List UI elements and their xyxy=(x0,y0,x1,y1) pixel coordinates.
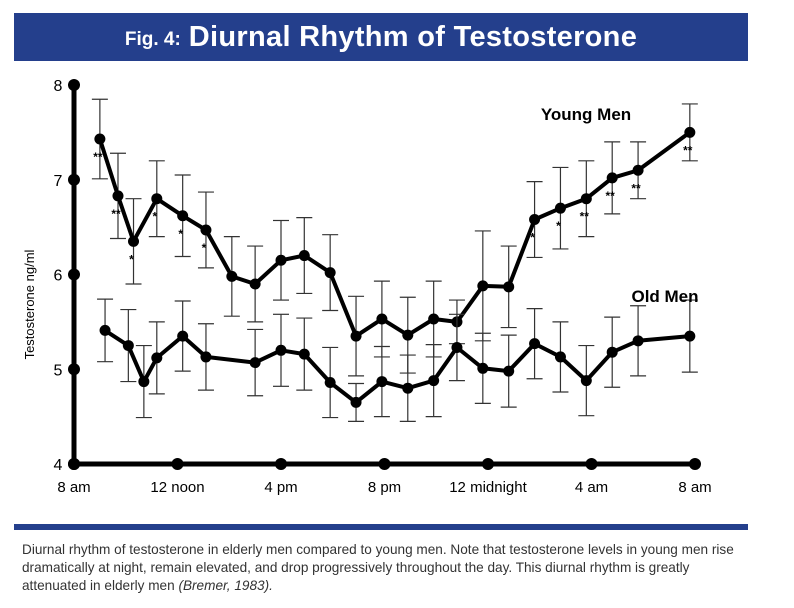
young-men-data-point xyxy=(477,280,489,292)
figure-label: Fig. 4: xyxy=(124,29,181,50)
y-tick-label: 5 xyxy=(54,362,63,379)
young-men-data-point xyxy=(177,210,189,222)
old-men-data-point xyxy=(324,377,336,389)
old-men-series-label: Old Men xyxy=(631,287,698,306)
young-men-data-point xyxy=(503,281,515,293)
old-men-data-point xyxy=(428,375,440,387)
y-axis-label: Testosterone ng/ml xyxy=(22,249,37,359)
young-men-data-point xyxy=(606,172,618,184)
old-men-data-point xyxy=(138,376,150,388)
young-men-significance-marker: ** xyxy=(631,181,641,195)
young-men-data-point xyxy=(529,214,541,226)
young-men-data-point xyxy=(632,164,644,176)
testosterone-line-chart: 4 5 6 7 8 8 am 12 noon 4 pm 8 pm 12 midnight 4 am 8… xyxy=(22,78,712,496)
x-tick-label: 4 pm xyxy=(264,479,297,496)
old-men-data-point xyxy=(632,335,644,347)
young-men-data-point xyxy=(402,329,414,341)
old-men-data-point xyxy=(451,341,463,353)
x-tick-mark xyxy=(275,458,287,470)
y-tick-label: 4 xyxy=(54,457,63,474)
young-men-data-point xyxy=(275,254,287,266)
young-men-data-point xyxy=(324,267,336,279)
section-divider xyxy=(14,524,748,530)
young-men-data-point xyxy=(226,270,238,282)
chart-title-bar: Fig. 4: Diurnal Rhythm of Testosterone xyxy=(14,13,748,61)
young-men-data-point xyxy=(112,190,124,202)
young-men-data-point xyxy=(128,235,140,247)
y-tick-label: 8 xyxy=(54,78,63,95)
young-men-data-point xyxy=(580,193,592,205)
young-men-data-point xyxy=(350,330,362,342)
young-men-significance-marker: * xyxy=(530,231,535,245)
young-men-significance-marker: ** xyxy=(580,210,590,224)
y-tick-mark xyxy=(68,268,80,281)
young-men-significance-marker: ** xyxy=(111,207,121,221)
x-tick-mark xyxy=(68,458,80,470)
old-men-data-point xyxy=(580,375,592,387)
figure-caption: Diurnal rhythm of testosterone in elderl… xyxy=(22,541,752,595)
young-men-data-point xyxy=(200,224,212,236)
young-men-series-label: Young Men xyxy=(541,105,631,124)
caption-citation: (Bremer, 1983). xyxy=(178,578,273,593)
young-men-significance-marker: ** xyxy=(93,150,103,164)
x-tick-label: 4 am xyxy=(575,479,608,496)
y-tick-mark xyxy=(68,173,80,186)
old-men-data-point xyxy=(376,376,388,388)
old-men-data-point xyxy=(503,365,515,377)
young-men-significance-marker: * xyxy=(202,241,207,255)
old-men-data-point xyxy=(151,352,163,364)
x-tick-mark xyxy=(378,458,391,470)
young-men-data-point xyxy=(684,126,696,138)
x-tick-label: 12 noon xyxy=(150,479,204,496)
young-men-significance-marker: ** xyxy=(683,143,693,157)
old-men-data-point xyxy=(554,351,566,363)
chart-labels: 4 5 6 7 8 8 am 12 noon 4 pm 8 pm 12 midnight 4 am 8… xyxy=(22,78,712,496)
old-men-data-point xyxy=(529,338,541,350)
young-men-significance-marker: ** xyxy=(606,189,616,203)
old-men-data-point xyxy=(122,340,134,352)
x-tick-label: 8 am xyxy=(57,479,90,496)
young-men-data-point xyxy=(298,250,310,262)
young-men-data-point xyxy=(376,313,388,325)
old-men-data-point xyxy=(684,330,696,342)
chart-series xyxy=(91,98,698,422)
old-men-data-point xyxy=(606,346,618,358)
young-men-significance-marker: * xyxy=(556,219,561,233)
young-men-significance-marker: * xyxy=(178,227,183,241)
young-men-significance-marker: * xyxy=(152,210,157,224)
young-men-data-point xyxy=(428,313,440,325)
young-men-significance-marker: * xyxy=(129,252,134,266)
old-men-data-point xyxy=(402,382,414,394)
y-tick-label: 6 xyxy=(54,268,63,285)
x-tick-label: 12 midnight xyxy=(449,479,527,496)
caption-text: Diurnal rhythm of testosterone in elderl… xyxy=(22,542,734,593)
young-men-data-point xyxy=(151,193,163,205)
young-men-data-point xyxy=(249,278,261,290)
old-men-data-point xyxy=(275,344,287,356)
young-men-series-line xyxy=(97,130,691,339)
old-men-data-point xyxy=(298,348,310,360)
x-tick-mark xyxy=(171,458,184,470)
old-men-series-line xyxy=(103,328,690,405)
y-tick-mark xyxy=(68,363,80,376)
old-men-data-point xyxy=(249,357,261,369)
x-tick-label: 8 am xyxy=(678,479,711,496)
old-men-data-point xyxy=(350,396,362,408)
young-men-data-point xyxy=(554,202,566,214)
old-men-data-point xyxy=(177,330,189,342)
chart-title: Diurnal Rhythm of Testosterone xyxy=(188,20,638,53)
y-tick-mark xyxy=(68,79,80,91)
y-tick-label: 7 xyxy=(54,173,63,190)
young-men-data-point xyxy=(94,133,106,145)
x-tick-label: 8 pm xyxy=(368,479,401,496)
old-men-data-point xyxy=(99,324,111,336)
x-tick-mark xyxy=(585,458,598,470)
x-tick-mark xyxy=(689,458,701,470)
old-men-data-point xyxy=(477,362,489,374)
x-tick-mark xyxy=(482,458,494,470)
chart-axes xyxy=(68,79,701,470)
old-men-data-point xyxy=(200,351,212,363)
